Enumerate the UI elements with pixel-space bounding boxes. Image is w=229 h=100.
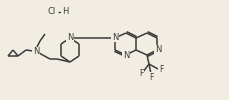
Text: H: H	[62, 8, 68, 16]
Text: N: N	[155, 46, 161, 54]
Text: F: F	[159, 66, 163, 74]
Text: F: F	[139, 70, 143, 78]
Text: N: N	[33, 48, 39, 56]
Text: N: N	[112, 32, 118, 42]
Text: Cl: Cl	[48, 8, 56, 16]
Text: F: F	[149, 72, 153, 82]
Text: N: N	[67, 34, 73, 42]
Text: N: N	[123, 52, 129, 60]
